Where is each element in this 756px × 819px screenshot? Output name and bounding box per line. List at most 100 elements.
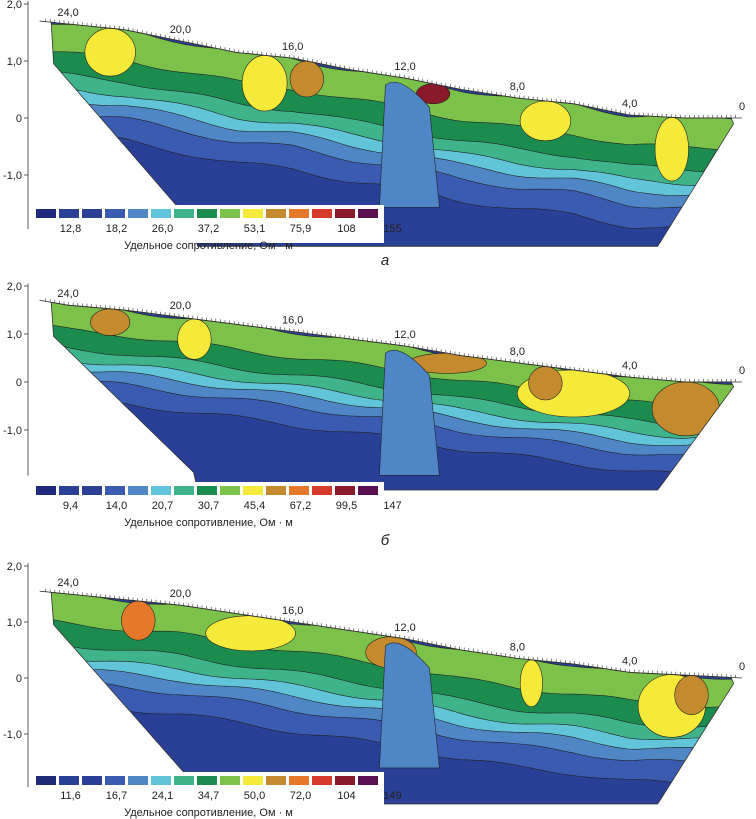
- y-tick-label: 2,0: [7, 281, 22, 293]
- y-tick-label: 2,0: [7, 561, 22, 573]
- x-tick-label: 16,0: [282, 605, 303, 617]
- legend-value: 37,2: [198, 223, 219, 235]
- x-tick-label: 0: [739, 365, 745, 377]
- legend-value: 18,2: [106, 223, 127, 235]
- legend-title: Удельное сопротивление, Ом · м: [124, 807, 293, 819]
- y-tick-label: 2,0: [7, 0, 22, 11]
- legend-swatch: [289, 486, 309, 495]
- legend-value: 147: [383, 500, 401, 512]
- legend-value: 104: [337, 790, 355, 802]
- legend-swatch: [36, 486, 56, 495]
- x-tick-label: 12,0: [394, 61, 415, 73]
- surface-electrodes-1: [45, 18, 736, 118]
- y-tick-label: 1,0: [7, 617, 22, 629]
- legend-swatch: [174, 776, 194, 785]
- resistivity-section-3: 2,0 1,0 0 -1,0 24,0 20,0 16,0 12,0 8,0 4,0 0 11,6 16…: [3, 561, 745, 819]
- resistivity-section-2: 2,0 1,0 0 -1,0 24,0 20,0 16,0 12,0 8,0 4,0 0 9,4 14,…: [3, 281, 745, 549]
- legend-swatch: [243, 209, 263, 218]
- legend-swatch: [289, 209, 309, 218]
- high-resistivity-zone: [674, 675, 709, 716]
- legend-value: 16,7: [106, 790, 127, 802]
- legend-swatch: [36, 776, 56, 785]
- legend-swatch: [197, 486, 217, 495]
- legend-swatch: [197, 209, 217, 218]
- x-tick-label: 8,0: [510, 81, 525, 93]
- legend-swatch: [197, 776, 217, 785]
- legend-swatch: [335, 209, 355, 218]
- legend-value: 155: [383, 223, 401, 235]
- y-tick-label: 0: [16, 377, 22, 389]
- legend-swatch: [266, 486, 286, 495]
- legend-swatch: [151, 486, 171, 495]
- legend-swatch: [220, 486, 240, 495]
- legend-title: Удельное сопротивление, Ом · м: [124, 240, 293, 252]
- legend-swatch: [105, 209, 125, 218]
- high-resistivity-zone: [205, 615, 296, 652]
- y-tick-label: -1,0: [3, 729, 22, 741]
- y-tick-label: 1,0: [7, 56, 22, 68]
- high-resistivity-zone: [90, 308, 131, 336]
- legend-value: 12,8: [60, 223, 81, 235]
- x-tick-label: 0: [739, 661, 745, 673]
- x-tick-label: 20,0: [170, 588, 191, 600]
- x-tick-label: 4,0: [622, 655, 637, 667]
- high-resistivity-zone: [241, 54, 288, 112]
- legend-value: 9,4: [63, 500, 78, 512]
- legend-value: 67,2: [290, 500, 311, 512]
- legend-swatch: [289, 776, 309, 785]
- x-tick-label: 20,0: [170, 300, 191, 312]
- legend-swatch: [82, 776, 102, 785]
- low-resistivity-intrusion: [379, 349, 440, 476]
- high-resistivity-zone: [651, 381, 720, 437]
- x-tick-label: 24,0: [57, 288, 78, 300]
- legend-value: 24,1: [152, 790, 173, 802]
- x-tick-label: 4,0: [622, 98, 637, 110]
- legend-value: 50,0: [244, 790, 265, 802]
- y-tick-label: -1,0: [3, 170, 22, 182]
- legend-swatch: [151, 776, 171, 785]
- x-tick-label: 12,0: [394, 622, 415, 634]
- legend-swatch: [312, 486, 332, 495]
- high-resistivity-zone: [528, 366, 563, 401]
- legend-swatch: [105, 776, 125, 785]
- legend-swatch: [174, 486, 194, 495]
- legend-swatch: [128, 486, 148, 495]
- high-resistivity-zone: [121, 600, 156, 641]
- legend-swatch: [243, 486, 263, 495]
- legend-title: Удельное сопротивление, Ом · м: [124, 517, 293, 529]
- high-resistivity-zone: [84, 28, 136, 77]
- legend-swatch: [128, 209, 148, 218]
- legend-value: 99,5: [336, 500, 357, 512]
- legend-swatch: [105, 486, 125, 495]
- legend-value: 149: [383, 790, 401, 802]
- legend-swatch: [266, 776, 286, 785]
- x-tick-label: 8,0: [510, 641, 525, 653]
- surface-profile: [39, 590, 743, 679]
- x-tick-label: 12,0: [394, 329, 415, 341]
- legend-value: 75,9: [290, 223, 311, 235]
- legend-swatch: [243, 776, 263, 785]
- legend-value: 26,0: [152, 223, 173, 235]
- legend-swatch: [82, 486, 102, 495]
- legend-value: 108: [337, 223, 355, 235]
- high-resistivity-zone: [519, 659, 543, 708]
- legend-swatch: [128, 776, 148, 785]
- x-tick-label: 24,0: [57, 7, 78, 19]
- legend-swatch: [151, 209, 171, 218]
- legend-swatch: [36, 209, 56, 218]
- legend-value: 45,4: [244, 500, 265, 512]
- high-resistivity-zone: [519, 100, 572, 142]
- legend-swatch: [335, 486, 355, 495]
- legend-swatch: [335, 776, 355, 785]
- x-tick-label: 20,0: [170, 24, 191, 36]
- legend-swatch: [59, 209, 79, 218]
- section-body-1: [51, 22, 734, 247]
- low-resistivity-intrusion: [379, 81, 440, 208]
- panel-label: а: [381, 252, 389, 269]
- x-tick-label: 8,0: [510, 346, 525, 358]
- legend-swatch: [358, 776, 378, 785]
- y-tick-label: 1,0: [7, 329, 22, 341]
- legend-value: 14,0: [106, 500, 127, 512]
- surface-electrodes-2: [45, 298, 736, 382]
- panel-label: б: [381, 532, 390, 549]
